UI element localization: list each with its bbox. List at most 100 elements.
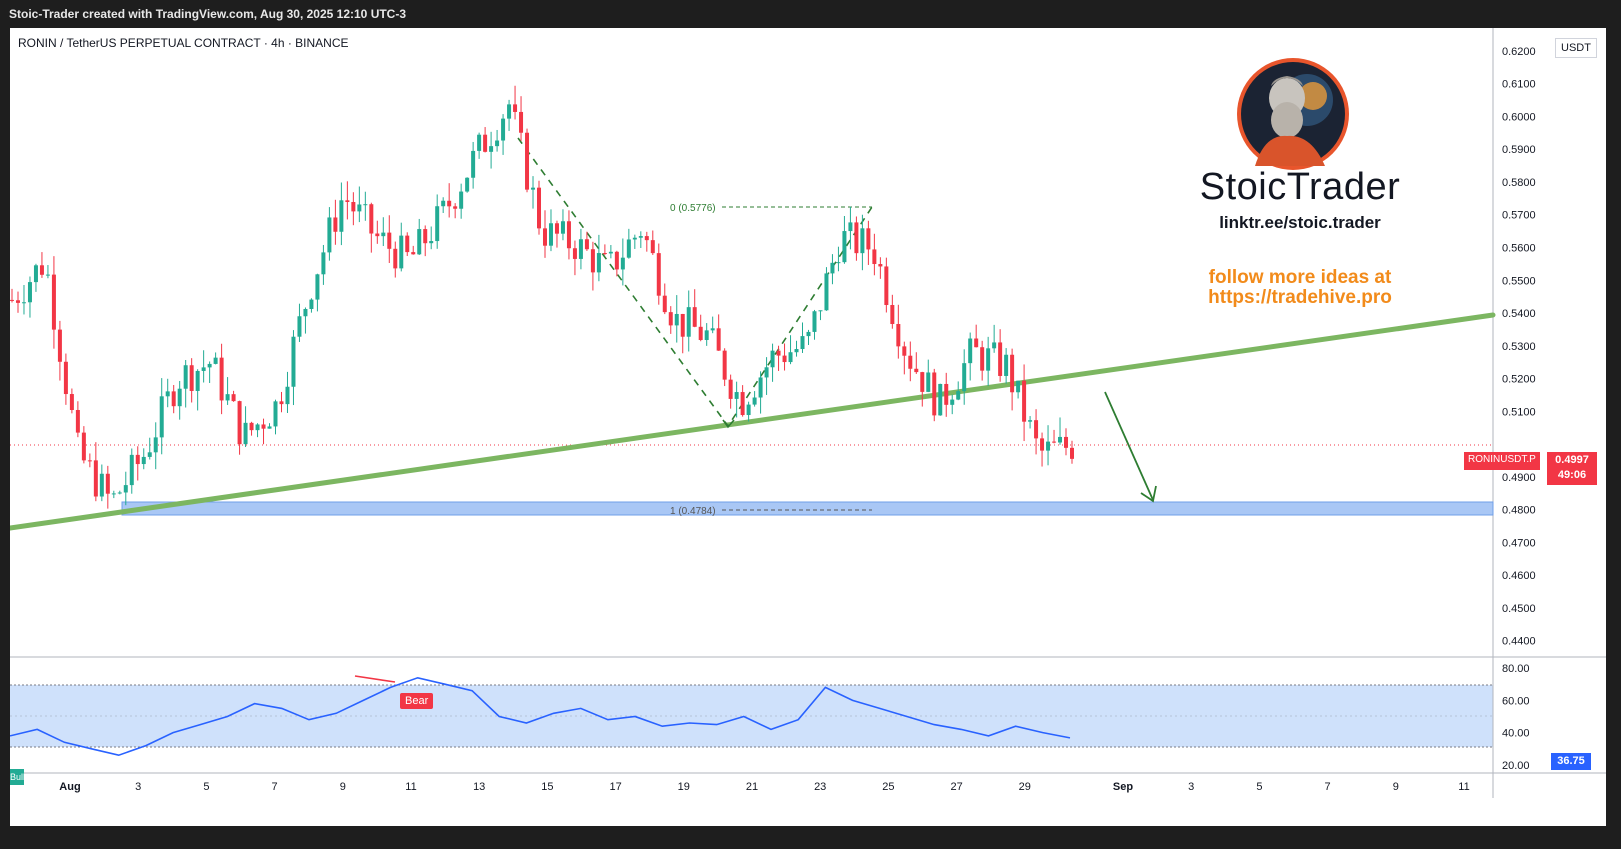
- brand-name: StoicTrader: [1199, 166, 1401, 208]
- candle-body: [680, 313, 685, 337]
- candle-body: [608, 251, 613, 254]
- candle-body: [836, 262, 841, 264]
- candle-body: [501, 118, 506, 141]
- candle-body: [956, 391, 961, 400]
- candle-body: [626, 239, 631, 258]
- candle-body: [752, 397, 757, 405]
- time-tick-label: 17: [609, 781, 621, 793]
- candle-body: [369, 204, 374, 234]
- candle-body: [998, 342, 1003, 376]
- candle-body: [63, 361, 68, 395]
- candle-body: [1046, 441, 1051, 451]
- promo-text: follow more ideas at https://tradehive.p…: [1180, 268, 1420, 308]
- candle-body: [908, 355, 913, 369]
- candle-body: [267, 426, 272, 429]
- time-axis[interactable]: Aug 3 5 7 9 11 13 15 17 19 21 23 25 27 29 Sep 3 5 7 9 11: [59, 781, 1469, 793]
- candle-body: [69, 394, 74, 411]
- fib-top-label: 0 (0.5776): [670, 203, 716, 214]
- candle-body: [177, 388, 182, 407]
- candle-body: [423, 229, 428, 244]
- candle-body: [519, 111, 524, 133]
- candle-body: [15, 300, 20, 303]
- bar-countdown: 49:06: [1557, 469, 1587, 481]
- candle-body: [27, 282, 32, 303]
- price-tick-label: 0.5300: [1502, 341, 1536, 353]
- candle-body: [914, 368, 919, 373]
- candle-body: [99, 473, 104, 497]
- support-zone[interactable]: [121, 501, 1494, 516]
- price-tick-label: 0.5400: [1502, 308, 1536, 320]
- time-tick-label: 7: [1325, 781, 1331, 793]
- candle-body: [507, 104, 512, 119]
- candle-body: [788, 352, 793, 363]
- brand-link[interactable]: linktr.ee/stoic.trader: [1219, 213, 1381, 232]
- candle-body: [363, 204, 368, 206]
- ascending-trendline[interactable]: [10, 312, 1496, 531]
- candle-body: [339, 200, 344, 232]
- time-tick-label: 25: [882, 781, 894, 793]
- candle-body: [303, 308, 308, 317]
- candle-body: [45, 274, 50, 276]
- candle-body: [866, 228, 871, 250]
- candle-body: [800, 336, 805, 350]
- candle-body: [381, 232, 386, 237]
- projection-arrow[interactable]: [1104, 391, 1154, 501]
- candle-body: [87, 460, 92, 462]
- price-axis[interactable]: 0.6200 0.6100 0.6000 0.5900 0.5800 0.5700 0.56…: [1502, 46, 1536, 648]
- candle-body: [111, 493, 116, 495]
- promo-url[interactable]: https://tradehive.pro: [1208, 287, 1392, 308]
- candle-body: [638, 236, 643, 238]
- candle-body: [596, 253, 601, 273]
- candle-body: [938, 383, 943, 416]
- candle-body: [710, 328, 715, 331]
- candle-body: [429, 241, 434, 244]
- candle-body: [1070, 447, 1074, 459]
- candle-body: [105, 473, 110, 494]
- candle-body: [782, 355, 787, 363]
- candle-body: [758, 377, 763, 398]
- candle-body: [572, 248, 577, 259]
- candle-body: [578, 239, 583, 259]
- rsi-tick-label: 20.00: [1502, 760, 1530, 772]
- candle-body: [830, 262, 835, 274]
- candle-body: [147, 452, 152, 457]
- candle-body: [878, 264, 883, 267]
- candle-body: [285, 386, 290, 405]
- candle-body: [722, 350, 727, 380]
- candle-body: [399, 235, 404, 269]
- brand-block: StoicTrader linktr.ee/stoic.trader: [1180, 166, 1420, 233]
- price-tick-label: 0.4600: [1502, 570, 1536, 582]
- rsi-axis: 80.00 60.00 40.00 20.00: [1502, 663, 1530, 772]
- candle-body: [75, 410, 80, 433]
- candle-body: [674, 313, 679, 326]
- candle-body: [968, 338, 973, 364]
- symbol-price-tag: RONINUSDT.P: [1464, 452, 1540, 470]
- candlestick-series: [10, 85, 1074, 509]
- candle-body: [632, 237, 637, 240]
- candle-body: [806, 331, 811, 337]
- price-chart[interactable]: 0 (0.5776) 1 (0.4784) 0.6200 0.6100 0.6000…: [10, 28, 1606, 826]
- chart-frame[interactable]: 0 (0.5776) 1 (0.4784) 0.6200 0.6100 0.6000…: [10, 28, 1606, 826]
- price-tick-label: 0.4900: [1502, 472, 1536, 484]
- candle-body: [477, 134, 482, 151]
- candle-body: [357, 204, 362, 212]
- candle-body: [854, 222, 859, 254]
- candle-body: [560, 221, 565, 234]
- candle-body: [237, 401, 242, 445]
- candle-body: [950, 399, 955, 405]
- candle-body: [1058, 436, 1063, 443]
- candle-body: [1004, 354, 1009, 376]
- candle-body: [890, 305, 895, 325]
- candle-body: [375, 233, 380, 237]
- currency-button[interactable]: USDT: [1555, 38, 1597, 58]
- symbol-title[interactable]: RONIN / TetherUS PERPETUAL CONTRACT · 4h…: [18, 36, 349, 50]
- zigzag-pattern[interactable]: [517, 137, 873, 428]
- candle-body: [716, 328, 721, 351]
- candle-body: [531, 187, 536, 190]
- candle-body: [231, 394, 236, 402]
- candle-body: [141, 456, 146, 465]
- candle-body: [309, 299, 314, 309]
- candle-body: [848, 222, 853, 232]
- candle-body: [213, 357, 218, 364]
- candle-body: [698, 326, 703, 341]
